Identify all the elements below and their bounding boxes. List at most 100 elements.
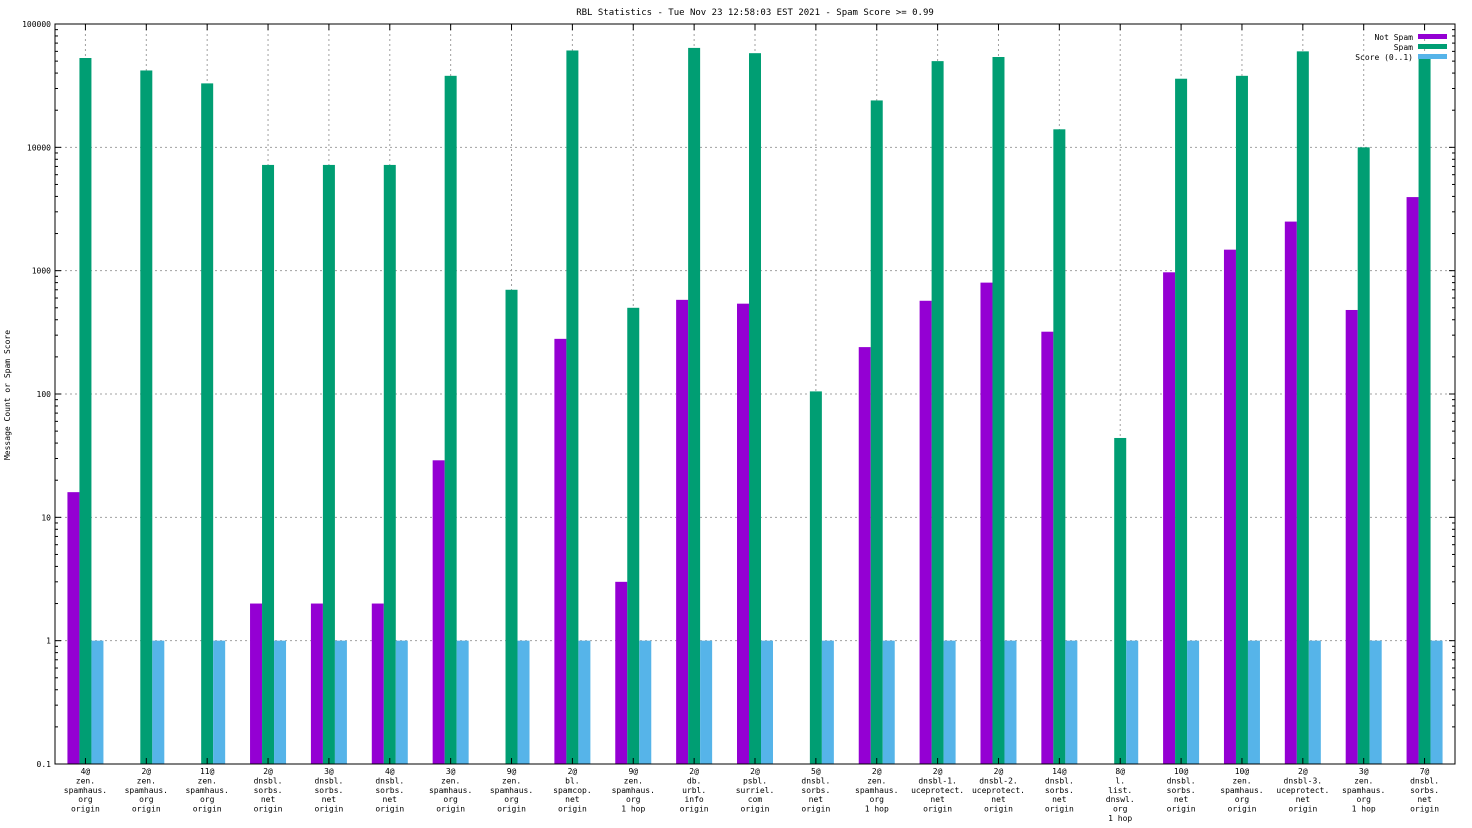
bar-spam: [931, 61, 944, 765]
bar-score-0-1: [517, 640, 530, 764]
x-tick-label-line: spamhaus.: [1342, 786, 1385, 795]
x-tick-label-line: sorbs.: [1045, 786, 1074, 795]
x-tick-label: 10@ zen. spamhaus. org origin: [1220, 767, 1263, 814]
bar-not-spam: [432, 460, 445, 764]
x-tick-label-line: origin: [436, 805, 465, 814]
bar-spam: [79, 58, 92, 764]
x-tick-label-line: 1 hop: [1108, 814, 1132, 823]
x-tick-label-line: dnsbl.: [375, 776, 404, 785]
x-tick-label: 11@ zen. spamhaus. org origin: [185, 767, 228, 814]
x-tick-label: 9@ zen. spamhaus. org origin: [490, 767, 533, 814]
x-tick-label-line: origin: [1167, 805, 1196, 814]
x-tick-label: 8@ l. list. dnswl. org 1 hop: [1106, 767, 1135, 823]
bar-spam: [749, 53, 761, 764]
bar-spam: [1114, 437, 1127, 764]
x-tick-label-line: origin: [1410, 805, 1439, 814]
x-tick-label-line: zen.: [441, 776, 460, 785]
legend-swatch: [1418, 34, 1447, 39]
legend-label: Score (0..1): [1355, 53, 1413, 62]
bar-score-0-1: [152, 640, 165, 764]
x-tick-label-line: 2@: [872, 767, 882, 776]
bar-not-spam: [250, 603, 263, 764]
bar-score-0-1: [700, 640, 713, 764]
x-tick-label-line: zen.: [624, 776, 643, 785]
x-tick-label-line: 7@: [1420, 767, 1430, 776]
x-tick-label-line: uceprotect.: [911, 786, 964, 795]
bar-spam: [1418, 58, 1431, 764]
bar-score-0-1: [1065, 640, 1078, 764]
x-tick-label-line: 3@: [324, 767, 334, 776]
x-tick-label-line: 10@: [1235, 767, 1250, 776]
bar-spam: [566, 50, 579, 764]
x-tick-label-line: 2@: [689, 767, 699, 776]
bars-group: [67, 47, 1443, 765]
x-tick-label-line: l.: [1115, 776, 1125, 785]
bar-spam: [1053, 129, 1066, 764]
x-tick-label-line: 9@: [507, 767, 517, 776]
bar-spam: [870, 100, 883, 764]
x-tick-label: 2@ zen. spamhaus. org 1 hop: [855, 767, 898, 814]
bar-score-0-1: [334, 640, 347, 764]
x-tick-label-line: net: [1052, 795, 1067, 804]
x-tick-label-line: net: [565, 795, 580, 804]
x-tick-label-line: surriel.: [736, 786, 775, 795]
x-tick-label-line: org: [1113, 805, 1128, 814]
x-tick-label-line: origin: [923, 805, 952, 814]
x-tick-label-line: origin: [984, 805, 1013, 814]
x-tick-label-line: list.: [1108, 786, 1132, 795]
x-tick-label-line: sorbs.: [1410, 786, 1439, 795]
x-tick-label-line: spamhaus.: [185, 786, 228, 795]
x-tick-label-line: net: [930, 795, 945, 804]
x-tick-label-line: dnsbl.: [254, 776, 283, 785]
bar-spam: [688, 47, 701, 764]
y-tick-label: 0.1: [37, 760, 52, 769]
bar-not-spam: [980, 282, 993, 764]
bar-score-0-1: [1247, 640, 1260, 764]
x-tick-label-line: origin: [558, 805, 587, 814]
x-tick-label-line: origin: [1228, 805, 1257, 814]
x-tick-label-line: 2@: [263, 767, 273, 776]
x-tick-label-line: org: [1356, 795, 1371, 804]
x-tick-label-line: net: [1296, 795, 1311, 804]
x-tick-label-line: net: [383, 795, 398, 804]
x-tick-label-line: origin: [497, 805, 526, 814]
x-tick-label-line: org: [626, 795, 641, 804]
bar-not-spam: [1041, 331, 1054, 764]
x-tick-label-line: org: [139, 795, 154, 804]
x-tick-label-line: dnsbl-3.: [1284, 776, 1323, 785]
x-tick-label-line: 2@: [568, 767, 578, 776]
x-tick-label-line: psbl.: [743, 776, 767, 785]
bar-score-0-1: [821, 640, 834, 764]
x-tick-label-line: origin: [314, 805, 343, 814]
x-tick-label-line: dnsbl.: [314, 776, 343, 785]
x-tick-label-line: zen.: [502, 776, 521, 785]
x-tick-label-line: com: [748, 795, 763, 804]
x-tick-label-line: 2@: [750, 767, 760, 776]
x-tick-label: 2@ dnsbl-2. uceprotect. net origin: [972, 767, 1025, 814]
y-tick-label: 1000: [32, 267, 51, 276]
bar-score-0-1: [1126, 640, 1139, 764]
bar-not-spam: [371, 603, 384, 764]
x-tick-label-line: 4@: [385, 767, 395, 776]
x-tick-label-line: 4@: [81, 767, 91, 776]
x-tick-label: 3@ zen. spamhaus. org 1 hop: [1342, 767, 1385, 814]
x-tick-label-line: dnsbl-2.: [979, 776, 1018, 785]
x-tick-label-line: zen.: [137, 776, 156, 785]
x-tick-label-line: info: [684, 795, 703, 804]
x-tick-label-line: origin: [71, 805, 100, 814]
bar-not-spam: [737, 303, 749, 764]
bar-not-spam: [1406, 197, 1419, 764]
x-tick-label-line: dnsbl-1.: [918, 776, 957, 785]
x-tick-label-line: 8@: [1115, 767, 1125, 776]
x-tick-label-line: 2@: [1298, 767, 1308, 776]
bar-spam: [444, 75, 457, 765]
bar-not-spam: [858, 347, 871, 764]
bar-spam: [201, 83, 214, 764]
x-tick-label-line: 1 hop: [621, 805, 645, 814]
x-tick-label: 2@ dnsbl-1. uceprotect. net origin: [911, 767, 964, 814]
x-tick-label-line: dnsbl.: [1045, 776, 1074, 785]
legend-label: Not Spam: [1374, 33, 1413, 42]
x-tick-label-line: dnsbl.: [1167, 776, 1196, 785]
x-tick-label-line: origin: [680, 805, 709, 814]
